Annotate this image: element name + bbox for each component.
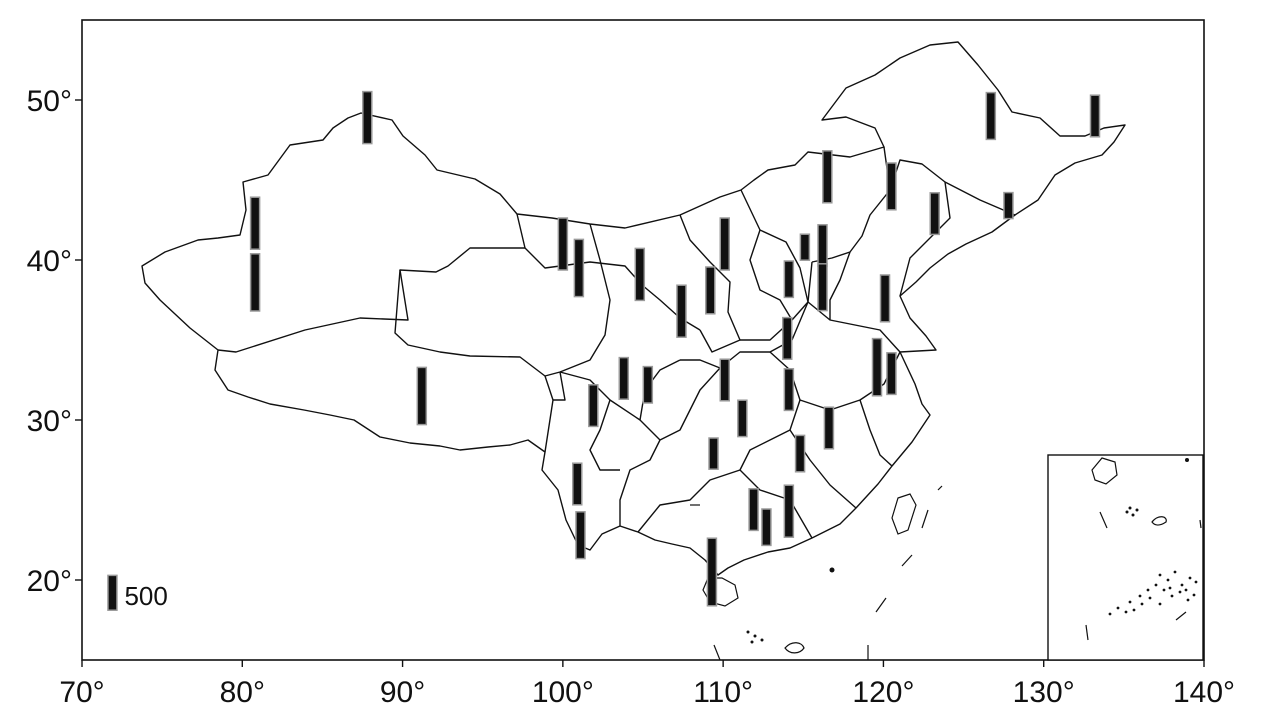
station-bar [588,384,599,428]
station-bar [822,150,833,204]
station-bar [618,356,630,400]
station-bar [1003,191,1014,220]
x-tick-label: 140° [1173,676,1235,709]
country-outline [141,41,1126,576]
x-tick-label: 130° [1013,676,1075,709]
x-tick-label: 120° [852,676,914,709]
legend-label: 500 [124,581,167,611]
plot-frame [81,19,1205,661]
station-bar [249,253,261,312]
station-bar [886,352,897,396]
station-bar [879,274,891,323]
y-axis: 20° 30° 40° 50° [27,85,82,598]
station-bar [719,217,730,271]
south-china-sea-inset [1047,454,1204,661]
station-bar [705,266,716,315]
station-bar [985,91,997,141]
station-bar [634,247,646,302]
y-tick-label: 40° [27,245,72,278]
station-bar [783,260,795,299]
legend: 500 [107,574,168,611]
x-tick-label: 110° [693,676,753,709]
station-bar [782,316,793,360]
station-bar [783,484,795,538]
station-bar [817,224,828,268]
station-bar [1089,94,1101,138]
station-bar [719,358,730,402]
station-bar [416,366,428,426]
station-bars [249,90,1101,607]
station-bar [557,217,569,271]
station-bar [748,488,759,532]
x-tick-label: 100° [532,676,594,709]
station-bar [886,162,897,211]
station-bar [575,511,586,560]
station-bar [761,508,772,547]
y-tick-label: 50° [27,85,72,118]
legend-bar [107,574,118,611]
y-tick-label: 20° [27,565,72,598]
x-tick-label: 70° [59,676,104,709]
station-bar [573,238,585,298]
y-tick-label: 30° [27,405,72,438]
x-axis: 70° 80° 90° 100° 110° 120° 130° 140° [59,660,1235,709]
station-bar [799,233,811,261]
station-bar [676,284,687,338]
station-bar [929,192,940,236]
station-bar [362,90,373,145]
station-bar [249,196,261,250]
station-bar [737,399,748,438]
station-bar [708,437,719,470]
x-tick-label: 90° [380,676,425,709]
station-bar [817,263,828,312]
station-bar [572,462,583,506]
station-bar [823,406,835,450]
x-tick-label: 80° [220,676,265,709]
station-bar [794,434,806,473]
station-bar [706,537,718,607]
station-bar [642,365,654,404]
station-bar [871,337,883,397]
station-bar [783,368,795,412]
coastal-islands [690,485,943,661]
